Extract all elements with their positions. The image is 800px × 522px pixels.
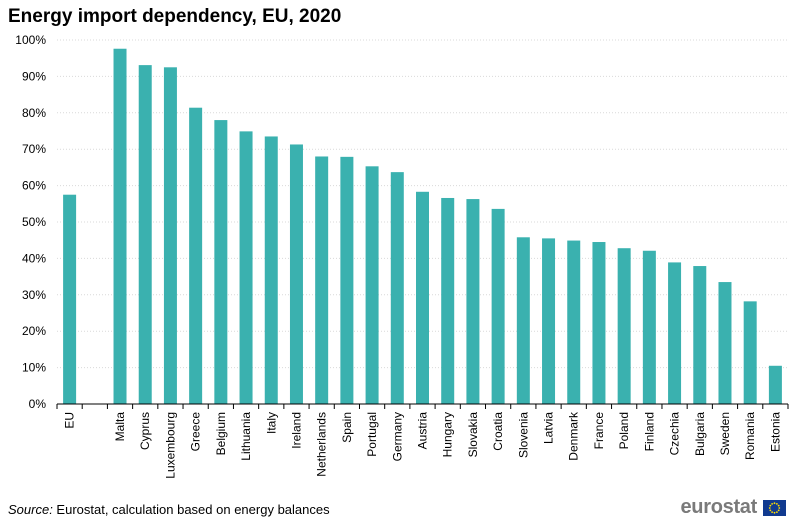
x-tick-label: Austria xyxy=(416,412,430,450)
source-note: Source: Eurostat, calculation based on e… xyxy=(8,502,330,517)
y-tick-label: 60% xyxy=(22,179,46,193)
x-tick-label: Hungary xyxy=(441,412,455,457)
gridlines xyxy=(57,39,788,369)
bar xyxy=(592,242,606,404)
x-tick-label: Lithuania xyxy=(239,412,253,461)
flag-star xyxy=(773,501,776,504)
x-axis: EU Malta Cyprus Luxembourg Greece Belgium Lith… xyxy=(56,403,789,479)
bar xyxy=(340,156,354,404)
chart-title: Energy import dependency, EU, 2020 xyxy=(8,6,342,27)
flag-star xyxy=(771,502,773,505)
bar xyxy=(138,65,152,404)
y-tick-label: 80% xyxy=(22,106,46,120)
bar xyxy=(63,194,77,404)
x-tick-label: Spain xyxy=(340,412,354,443)
flag-star xyxy=(778,506,781,509)
x-tick-label: Greece xyxy=(189,412,203,452)
bar xyxy=(516,237,530,404)
bar xyxy=(743,301,757,404)
bar xyxy=(642,250,656,404)
flag-star xyxy=(769,504,772,506)
bar xyxy=(264,136,278,404)
x-tick-label: Slovenia xyxy=(516,412,530,458)
bar xyxy=(315,156,329,404)
x-tick-label: Malta xyxy=(113,412,127,442)
bar xyxy=(542,238,556,404)
bar xyxy=(113,48,127,405)
bars xyxy=(63,48,782,405)
flag-star xyxy=(776,510,778,513)
x-tick-label: Poland xyxy=(617,412,631,449)
x-tick-label: Czechia xyxy=(668,412,682,456)
bar xyxy=(239,131,253,404)
flag-star xyxy=(771,510,773,513)
flag-star xyxy=(777,504,780,506)
brand-name: eurostat xyxy=(680,496,757,518)
source-label: Source: xyxy=(8,502,53,517)
flag-star xyxy=(768,506,771,509)
x-tick-label: EU xyxy=(63,412,77,429)
bar xyxy=(617,248,631,404)
x-tick-label: Estonia xyxy=(768,412,782,452)
source-text: Eurostat, calculation based on energy ba… xyxy=(52,502,330,517)
x-tick-label: Romania xyxy=(743,412,757,460)
y-tick-label: 90% xyxy=(22,69,46,83)
y-tick-label: 0% xyxy=(29,397,47,411)
x-tick-label: Croatia xyxy=(491,412,505,451)
bar xyxy=(214,120,228,404)
x-tick-label: Finland xyxy=(642,412,656,451)
x-tick-label: Cyprus xyxy=(138,412,152,450)
x-tick-label: France xyxy=(592,412,606,450)
y-tick-label: 20% xyxy=(22,324,46,338)
y-tick-label: 40% xyxy=(22,251,46,265)
bar xyxy=(365,166,379,404)
x-tick-label: Belgium xyxy=(214,412,228,455)
bar xyxy=(163,67,177,405)
bar xyxy=(441,197,455,404)
y-tick-label: 70% xyxy=(22,142,46,156)
x-tick-label: Slovakia xyxy=(466,412,480,458)
y-tick-label: 30% xyxy=(22,288,46,302)
bar xyxy=(668,262,682,404)
eu-flag-icon xyxy=(763,499,786,516)
flag-star xyxy=(777,509,780,511)
x-tick-label: Netherlands xyxy=(315,412,329,477)
flag-star xyxy=(776,502,778,505)
x-tick-label: Sweden xyxy=(718,412,732,455)
bar xyxy=(693,266,707,404)
bar xyxy=(390,172,404,404)
bar xyxy=(567,240,581,404)
x-tick-label: Germany xyxy=(390,412,404,461)
x-tick-label: Ireland xyxy=(289,412,303,449)
bar xyxy=(289,144,303,404)
flag-star xyxy=(773,511,776,514)
bar xyxy=(718,282,732,404)
x-tick-label: Latvia xyxy=(542,412,556,444)
y-tick-label: 50% xyxy=(22,215,46,229)
y-tick-label: 100% xyxy=(15,33,46,47)
flag-star xyxy=(769,509,772,511)
x-tick-label: Portugal xyxy=(365,412,379,457)
y-tick-label: 10% xyxy=(22,361,46,375)
bar xyxy=(189,107,203,404)
bar xyxy=(466,199,480,404)
bar xyxy=(768,365,782,404)
x-tick-label: Bulgaria xyxy=(693,412,707,456)
bar xyxy=(491,208,505,404)
y-axis: 0% 10% 20% 30% 40% 50% 60% 70% 80% 90% 100% xyxy=(15,33,46,411)
x-tick-label: Denmark xyxy=(567,411,581,461)
x-tick-label: Italy xyxy=(264,412,278,434)
x-tick-label: Luxembourg xyxy=(163,412,177,479)
eurostat-logo: eurostat xyxy=(680,496,786,519)
bar xyxy=(416,191,429,404)
